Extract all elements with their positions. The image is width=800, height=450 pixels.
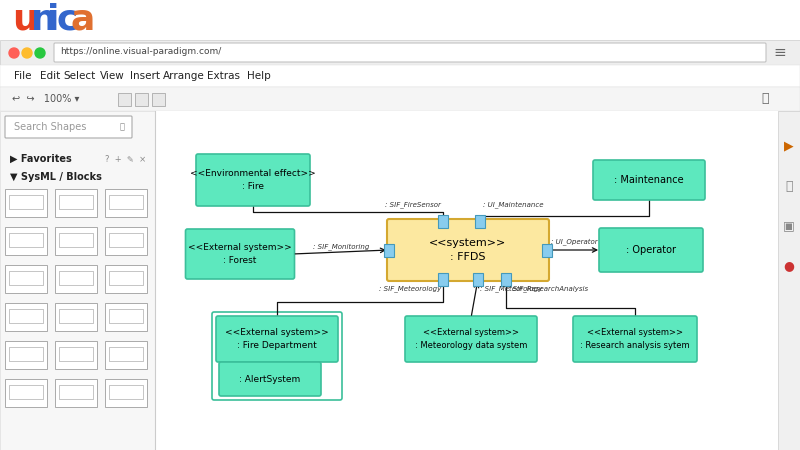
Text: <<External system>>
: Research analysis sytem: <<External system>> : Research analysis … <box>580 328 690 350</box>
Text: i: i <box>47 3 59 37</box>
Text: <<External system>>
: Fire Department: <<External system>> : Fire Department <box>225 328 329 350</box>
FancyBboxPatch shape <box>5 265 47 293</box>
FancyBboxPatch shape <box>475 215 485 228</box>
Text: n: n <box>31 3 57 37</box>
Text: : SIF_Meteorology: : SIF_Meteorology <box>378 286 441 292</box>
FancyBboxPatch shape <box>0 111 155 450</box>
FancyBboxPatch shape <box>573 316 697 362</box>
Text: ?  +  ✎  ×: ? + ✎ × <box>105 154 146 163</box>
FancyBboxPatch shape <box>105 379 147 407</box>
FancyBboxPatch shape <box>55 227 97 255</box>
FancyBboxPatch shape <box>0 65 800 87</box>
FancyBboxPatch shape <box>438 273 448 285</box>
Text: ●: ● <box>783 260 794 273</box>
FancyBboxPatch shape <box>5 116 132 138</box>
Text: <<External system>>
: Meteorology data system: <<External system>> : Meteorology data s… <box>415 328 527 350</box>
FancyBboxPatch shape <box>405 316 537 362</box>
Text: : SIF_Monitoring: : SIF_Monitoring <box>313 243 369 251</box>
Circle shape <box>22 48 32 58</box>
FancyBboxPatch shape <box>55 341 97 369</box>
FancyBboxPatch shape <box>105 303 147 331</box>
Text: ↩  ↪   100% ▾: ↩ ↪ 100% ▾ <box>12 94 79 104</box>
FancyBboxPatch shape <box>55 303 97 331</box>
Text: <<External system>>
: Forest: <<External system>> : Forest <box>188 243 292 265</box>
Text: ▶ Favorites: ▶ Favorites <box>10 154 72 164</box>
FancyBboxPatch shape <box>135 93 148 106</box>
FancyBboxPatch shape <box>105 189 147 217</box>
Text: 🔍: 🔍 <box>786 180 793 193</box>
FancyBboxPatch shape <box>542 243 552 256</box>
FancyBboxPatch shape <box>55 189 97 217</box>
FancyBboxPatch shape <box>384 243 394 256</box>
FancyBboxPatch shape <box>5 303 47 331</box>
FancyBboxPatch shape <box>599 228 703 272</box>
FancyBboxPatch shape <box>5 379 47 407</box>
FancyBboxPatch shape <box>593 160 705 200</box>
Text: ≡: ≡ <box>774 45 786 60</box>
Text: Extras: Extras <box>207 71 240 81</box>
FancyBboxPatch shape <box>0 0 800 40</box>
FancyBboxPatch shape <box>152 93 165 106</box>
FancyBboxPatch shape <box>196 154 310 206</box>
Text: c: c <box>56 3 78 37</box>
Text: : UI_Operator: : UI_Operator <box>551 238 598 245</box>
FancyBboxPatch shape <box>778 111 800 450</box>
Text: u: u <box>12 3 38 37</box>
FancyBboxPatch shape <box>105 227 147 255</box>
Text: ▣: ▣ <box>783 220 795 233</box>
Text: : SIF_ResearchAnalysis: : SIF_ResearchAnalysis <box>508 286 588 292</box>
FancyBboxPatch shape <box>438 215 448 228</box>
FancyBboxPatch shape <box>219 362 321 396</box>
FancyBboxPatch shape <box>473 273 483 285</box>
FancyBboxPatch shape <box>5 341 47 369</box>
FancyBboxPatch shape <box>387 219 549 281</box>
Text: : AlertSystem: : AlertSystem <box>239 374 301 383</box>
Text: Edit: Edit <box>40 71 60 81</box>
FancyBboxPatch shape <box>186 229 294 279</box>
Text: Search Shapes: Search Shapes <box>14 122 86 132</box>
FancyBboxPatch shape <box>501 273 511 285</box>
Text: a: a <box>71 3 95 37</box>
FancyBboxPatch shape <box>55 265 97 293</box>
Text: Select: Select <box>63 71 95 81</box>
FancyBboxPatch shape <box>105 341 147 369</box>
Text: File: File <box>14 71 31 81</box>
Text: Help: Help <box>247 71 270 81</box>
Text: : SIF_Meteorology: : SIF_Meteorology <box>480 286 542 292</box>
FancyBboxPatch shape <box>216 316 338 362</box>
Text: Arrange: Arrange <box>163 71 205 81</box>
Text: ⤢: ⤢ <box>762 93 769 105</box>
Text: <<Environmental effect>>
: Fire: <<Environmental effect>> : Fire <box>190 169 316 191</box>
FancyBboxPatch shape <box>0 40 800 65</box>
FancyBboxPatch shape <box>0 87 800 111</box>
FancyBboxPatch shape <box>55 379 97 407</box>
Text: : Operator: : Operator <box>626 245 676 255</box>
FancyBboxPatch shape <box>5 189 47 217</box>
FancyBboxPatch shape <box>155 111 778 450</box>
Text: : Maintenance: : Maintenance <box>614 175 684 185</box>
FancyBboxPatch shape <box>118 93 131 106</box>
Circle shape <box>9 48 19 58</box>
Text: : UI_Maintenance: : UI_Maintenance <box>483 202 543 208</box>
Text: https://online.visual-paradigm.com/: https://online.visual-paradigm.com/ <box>60 48 222 57</box>
Text: ▼ SysML / Blocks: ▼ SysML / Blocks <box>10 172 102 182</box>
Text: ▶: ▶ <box>784 140 794 153</box>
FancyBboxPatch shape <box>105 265 147 293</box>
Text: <<system>>
: FFDS: <<system>> : FFDS <box>430 238 506 262</box>
FancyBboxPatch shape <box>54 43 766 62</box>
FancyBboxPatch shape <box>5 227 47 255</box>
Text: Insert: Insert <box>130 71 160 81</box>
Text: View: View <box>100 71 125 81</box>
Text: 🔍: 🔍 <box>119 122 125 131</box>
Circle shape <box>35 48 45 58</box>
Text: : SIF_FireSensor: : SIF_FireSensor <box>385 202 441 208</box>
